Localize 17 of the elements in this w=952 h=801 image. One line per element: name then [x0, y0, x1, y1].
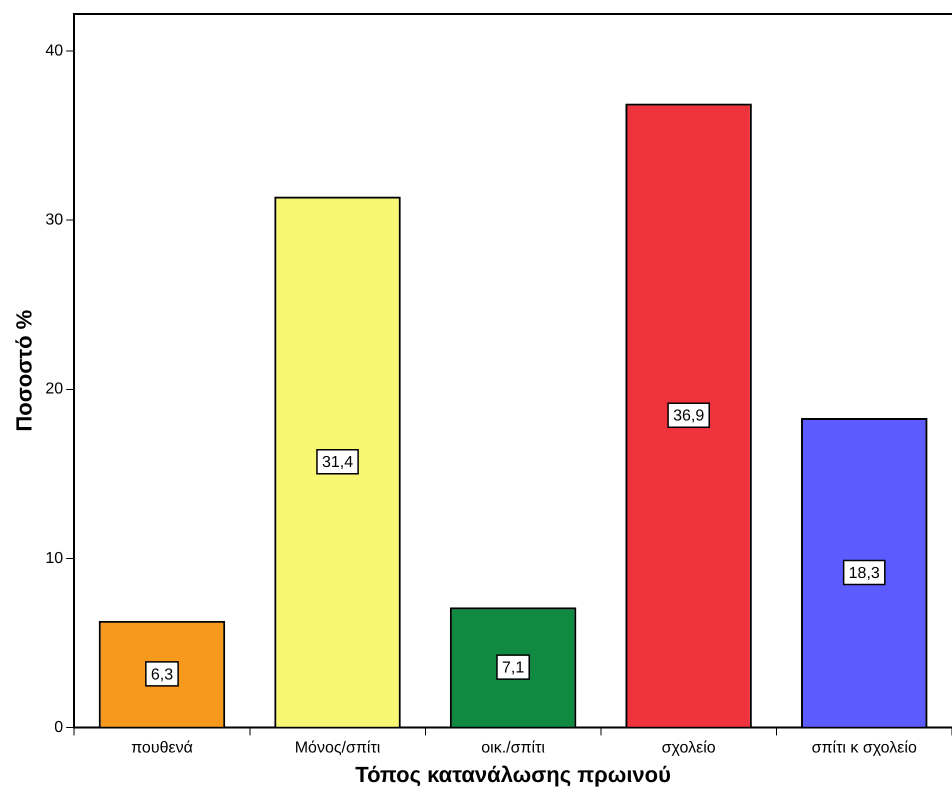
y-tick-label: 0: [54, 718, 64, 736]
x-axis-title: Τόπος κατανάλωσης πρωινού: [355, 762, 671, 787]
y-tick-label: 20: [45, 380, 64, 398]
y-axis-title: Ποσοστό %: [11, 310, 36, 432]
x-tick-label: σχολείο: [662, 739, 716, 756]
y-tick-label: 30: [45, 212, 64, 229]
y-tick-label: 10: [45, 550, 64, 567]
x-tick-label: οικ./σπίτι: [481, 739, 546, 756]
x-tick-label: Μόνος/σπίτι: [294, 739, 381, 756]
x-tick-label: σπίτι κ σχολείο: [812, 739, 917, 756]
data-label: 18,3: [848, 564, 880, 582]
x-tick-label: πουθενά: [131, 739, 193, 756]
data-label: 6,3: [150, 666, 174, 684]
data-label: 36,9: [673, 408, 704, 425]
y-tick-label: 40: [45, 42, 64, 60]
data-label: 31,4: [322, 454, 354, 472]
data-label: 7,1: [502, 660, 524, 677]
